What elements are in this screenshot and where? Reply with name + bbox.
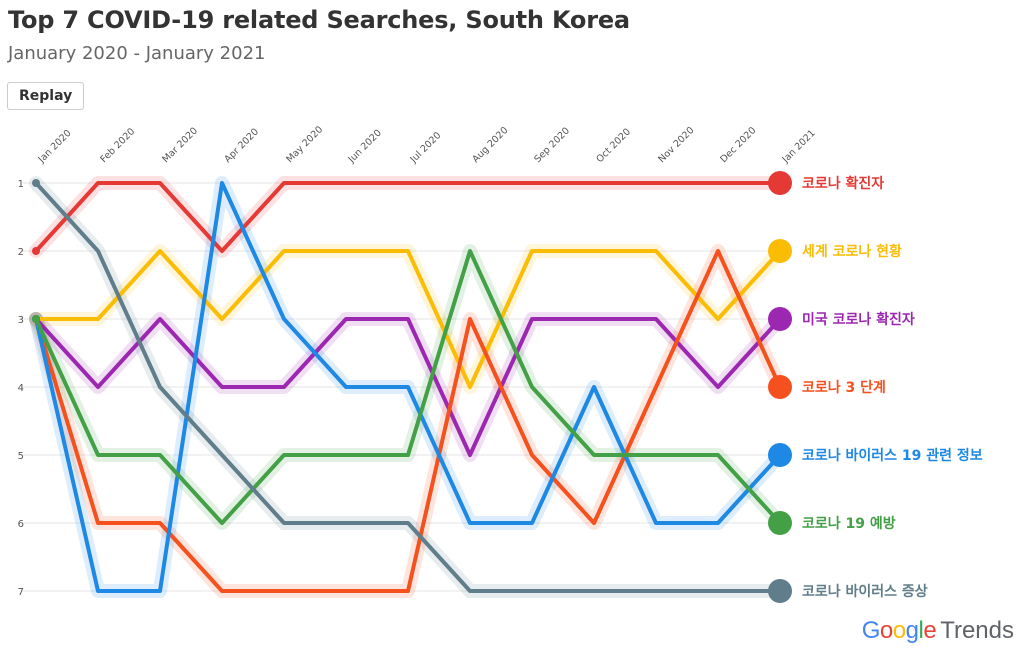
series-end-marker xyxy=(768,579,792,603)
series-label: 코로나 확진자 xyxy=(802,175,884,192)
chart-subtitle: January 2020 - January 2021 xyxy=(8,43,266,64)
series-lines xyxy=(34,181,782,593)
series-label: 세계 코로나 현황 xyxy=(802,243,902,260)
series-end-marker xyxy=(768,307,792,331)
x-tick-label: Jul 2020 xyxy=(408,130,444,166)
google-letter: l xyxy=(918,617,924,644)
x-tick-label: May 2020 xyxy=(284,124,325,165)
x-tick-label: Sep 2020 xyxy=(532,125,572,165)
replay-button[interactable]: Replay xyxy=(7,82,85,110)
series-label: 코로나 3 단계 xyxy=(802,379,886,396)
x-tick-label: Jun 2020 xyxy=(346,128,384,166)
series-markers xyxy=(32,171,792,603)
x-tick-label: Feb 2020 xyxy=(98,126,137,165)
x-axis-labels: Jan 2020 Feb 2020 Mar 2020 Apr 2020 May 2020… xyxy=(36,124,818,166)
x-tick-label: Aug 2020 xyxy=(470,125,510,165)
series-line xyxy=(34,249,782,593)
y-tick-label: 6 xyxy=(18,519,24,530)
google-letter: o xyxy=(892,617,906,644)
series-line-glow xyxy=(29,176,787,258)
x-tick-label: Nov 2020 xyxy=(656,125,696,165)
google-wordmark: Google xyxy=(861,617,937,644)
y-tick-label: 5 xyxy=(18,451,24,462)
google-letter: g xyxy=(905,617,919,644)
series-line xyxy=(34,317,782,457)
x-tick-label: Apr 2020 xyxy=(222,126,261,165)
y-tick-label: 1 xyxy=(18,179,24,190)
series-label: 코로나 바이러스 19 관련 정보 xyxy=(802,447,983,464)
google-letter: o xyxy=(879,617,893,644)
series-end-marker xyxy=(768,171,792,195)
y-tick-label: 3 xyxy=(18,315,24,326)
y-tick-label: 4 xyxy=(18,383,24,394)
series-start-marker xyxy=(32,247,40,255)
series-line xyxy=(34,249,782,389)
x-tick-label: Jan 2021 xyxy=(780,128,818,166)
x-tick-label: Dec 2020 xyxy=(718,125,758,165)
series-label: 코로나 19 예방 xyxy=(802,515,896,532)
google-trends-logo: Google Trends xyxy=(862,617,1014,645)
google-letter: e xyxy=(923,617,937,644)
series-label: 코로나 바이러스 증상 xyxy=(802,583,928,600)
series-start-marker xyxy=(32,315,40,323)
series-line-glow xyxy=(29,244,787,598)
series-label: 미국 코로나 확진자 xyxy=(802,311,915,328)
chart-title: Top 7 COVID-19 related Searches, South K… xyxy=(8,6,630,34)
google-letter: G xyxy=(861,617,881,644)
x-tick-label: Jan 2020 xyxy=(36,128,74,166)
series-end-marker xyxy=(768,443,792,467)
y-axis-labels: 1 2 3 4 5 6 7 xyxy=(18,179,24,598)
x-tick-label: Mar 2020 xyxy=(160,125,200,165)
x-tick-label: Oct 2020 xyxy=(594,126,633,165)
series-start-marker xyxy=(32,179,40,187)
series-end-marker xyxy=(768,511,792,535)
series-line xyxy=(34,249,782,525)
trends-wordmark: Trends xyxy=(940,617,1014,644)
series-line xyxy=(34,181,782,593)
y-tick-label: 2 xyxy=(18,247,24,258)
series-end-marker xyxy=(768,375,792,399)
y-tick-label: 7 xyxy=(18,587,24,598)
series-line xyxy=(34,181,782,593)
series-line xyxy=(34,181,782,253)
series-end-marker xyxy=(768,239,792,263)
